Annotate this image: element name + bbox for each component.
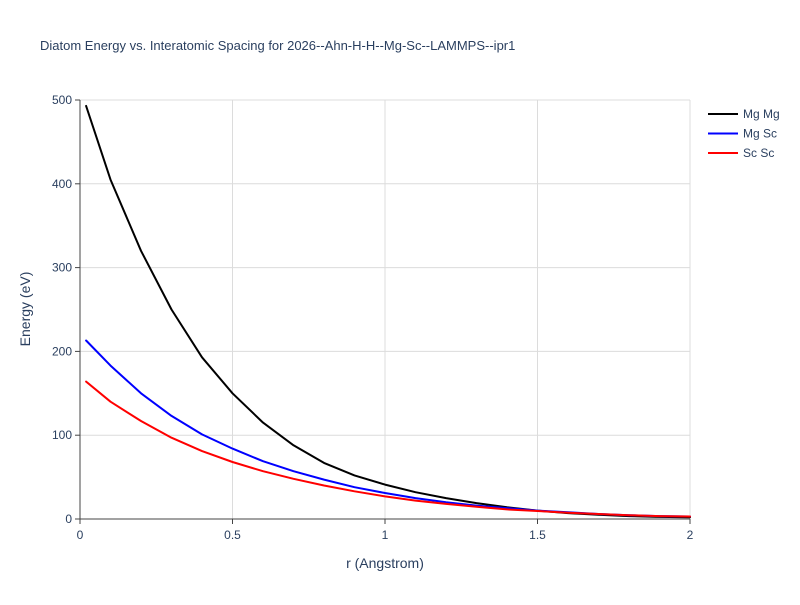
y-tick-label: 300	[52, 261, 72, 275]
legend-label-mg-mg: Mg Mg	[743, 107, 780, 121]
series-line-sc-sc	[85, 380, 691, 518]
y-tick-label: 500	[52, 93, 72, 107]
series-lines	[85, 104, 691, 519]
x-tick-label: 0.5	[224, 528, 241, 542]
series-line-mg-sc	[85, 339, 691, 518]
x-tick-label: 2	[687, 528, 694, 542]
legend-label-sc-sc: Sc Sc	[743, 146, 774, 160]
y-tick-label: 0	[65, 512, 72, 526]
x-tick-label: 1	[382, 528, 389, 542]
y-tick-label: 400	[52, 177, 72, 191]
legend: Mg Mg Mg Sc Sc Sc	[708, 107, 780, 160]
series-line-mg-mg	[85, 104, 691, 519]
legend-label-mg-sc: Mg Sc	[743, 127, 777, 141]
x-tick-label: 0	[77, 528, 84, 542]
x-tick-label: 1.5	[529, 528, 546, 542]
y-axis-title: Energy (eV)	[17, 272, 33, 347]
chart-title: Diatom Energy vs. Interatomic Spacing fo…	[40, 38, 515, 53]
axes: 0 0.5 1 1.5 2 0 100 200 300 400 500	[52, 93, 694, 542]
y-tick-label: 200	[52, 344, 72, 358]
y-tick-label: 100	[52, 428, 72, 442]
grid-lines	[80, 99, 691, 519]
x-axis-title: r (Angstrom)	[346, 555, 424, 571]
